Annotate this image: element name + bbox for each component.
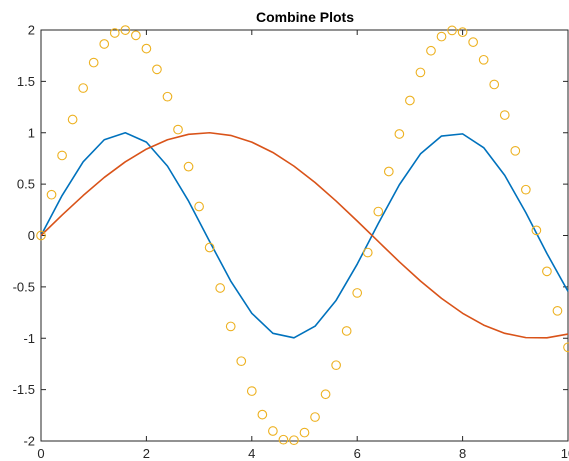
marker-point xyxy=(246,386,257,396)
marker-point xyxy=(373,206,384,217)
marker-point xyxy=(78,83,89,93)
x-tick-label: 2 xyxy=(143,446,150,461)
marker-point xyxy=(57,150,67,161)
x-tick-label: 10 xyxy=(561,446,569,461)
marker-point xyxy=(36,230,46,241)
marker-point xyxy=(383,166,394,177)
x-tick-label: 8 xyxy=(459,446,466,461)
marker-point xyxy=(299,427,310,438)
marker-point xyxy=(552,305,563,316)
marker-point xyxy=(289,435,299,446)
marker-point xyxy=(120,25,131,35)
y-tick-label: 2 xyxy=(28,23,35,38)
marker-point xyxy=(183,161,194,172)
marker-point xyxy=(109,28,120,38)
marker-point xyxy=(352,288,363,298)
marker-point xyxy=(152,64,162,75)
marker-point xyxy=(457,27,468,38)
marker-point xyxy=(278,434,289,445)
marker-point xyxy=(173,124,183,135)
marker-point xyxy=(131,30,141,41)
series-line-1 xyxy=(40,131,569,339)
marker-point xyxy=(88,57,99,68)
y-tick-label: -1 xyxy=(23,331,35,346)
marker-point xyxy=(489,79,500,90)
marker-point xyxy=(405,95,415,106)
marker-point xyxy=(215,283,226,293)
y-tick-label: 0.5 xyxy=(17,177,35,192)
marker-point xyxy=(520,184,531,195)
marker-point xyxy=(141,43,152,54)
marker-point xyxy=(46,189,57,200)
chart-title: Combine Plots xyxy=(256,9,354,25)
axes-box xyxy=(40,29,569,442)
marker-point xyxy=(362,247,373,258)
marker-point xyxy=(320,389,331,400)
y-tick-label: 1 xyxy=(28,125,35,140)
marker-point xyxy=(499,110,510,120)
y-tick-label: 0 xyxy=(28,228,35,243)
marker-point xyxy=(225,321,236,332)
marker-point xyxy=(268,426,278,436)
marker-point xyxy=(426,45,436,56)
x-tick-label: 0 xyxy=(37,446,44,461)
marker-point xyxy=(194,201,204,212)
marker-point xyxy=(394,129,405,139)
marker-point xyxy=(67,114,78,125)
marker-point xyxy=(341,326,352,336)
y-tick-label: 1.5 xyxy=(17,74,35,89)
marker-point xyxy=(257,409,268,420)
marker-point xyxy=(478,54,489,65)
series-line-2 xyxy=(40,131,569,339)
y-tick-label: -1.5 xyxy=(13,382,35,397)
marker-point xyxy=(99,39,110,49)
series-layer xyxy=(36,25,569,446)
x-axis-ticks: 0 2 4 6 8 10 xyxy=(37,30,569,461)
marker-point xyxy=(531,225,542,236)
marker-point xyxy=(236,356,247,367)
marker-point xyxy=(542,266,552,277)
y-tick-label: -2 xyxy=(23,434,35,449)
marker-point xyxy=(563,342,569,353)
marker-point xyxy=(162,91,173,102)
y-axis-ticks: -2 -1.5 -1 -0.5 0 0.5 1 1.5 2 xyxy=(13,23,568,449)
y-tick-label: -0.5 xyxy=(13,279,35,294)
marker-point xyxy=(436,31,447,42)
marker-point xyxy=(468,37,478,47)
x-tick-label: 6 xyxy=(354,446,361,461)
marker-point xyxy=(510,145,521,156)
x-tick-label: 4 xyxy=(248,446,255,461)
marker-point xyxy=(415,67,426,78)
plot-area: 0 2 4 6 8 10 -2 -1.5 -1 -0.5 0 0.5 1 1.5 2 xyxy=(13,23,569,461)
marker-point xyxy=(447,25,457,36)
marker-point xyxy=(331,360,341,371)
marker-point xyxy=(310,412,320,422)
marker-point xyxy=(204,242,215,253)
